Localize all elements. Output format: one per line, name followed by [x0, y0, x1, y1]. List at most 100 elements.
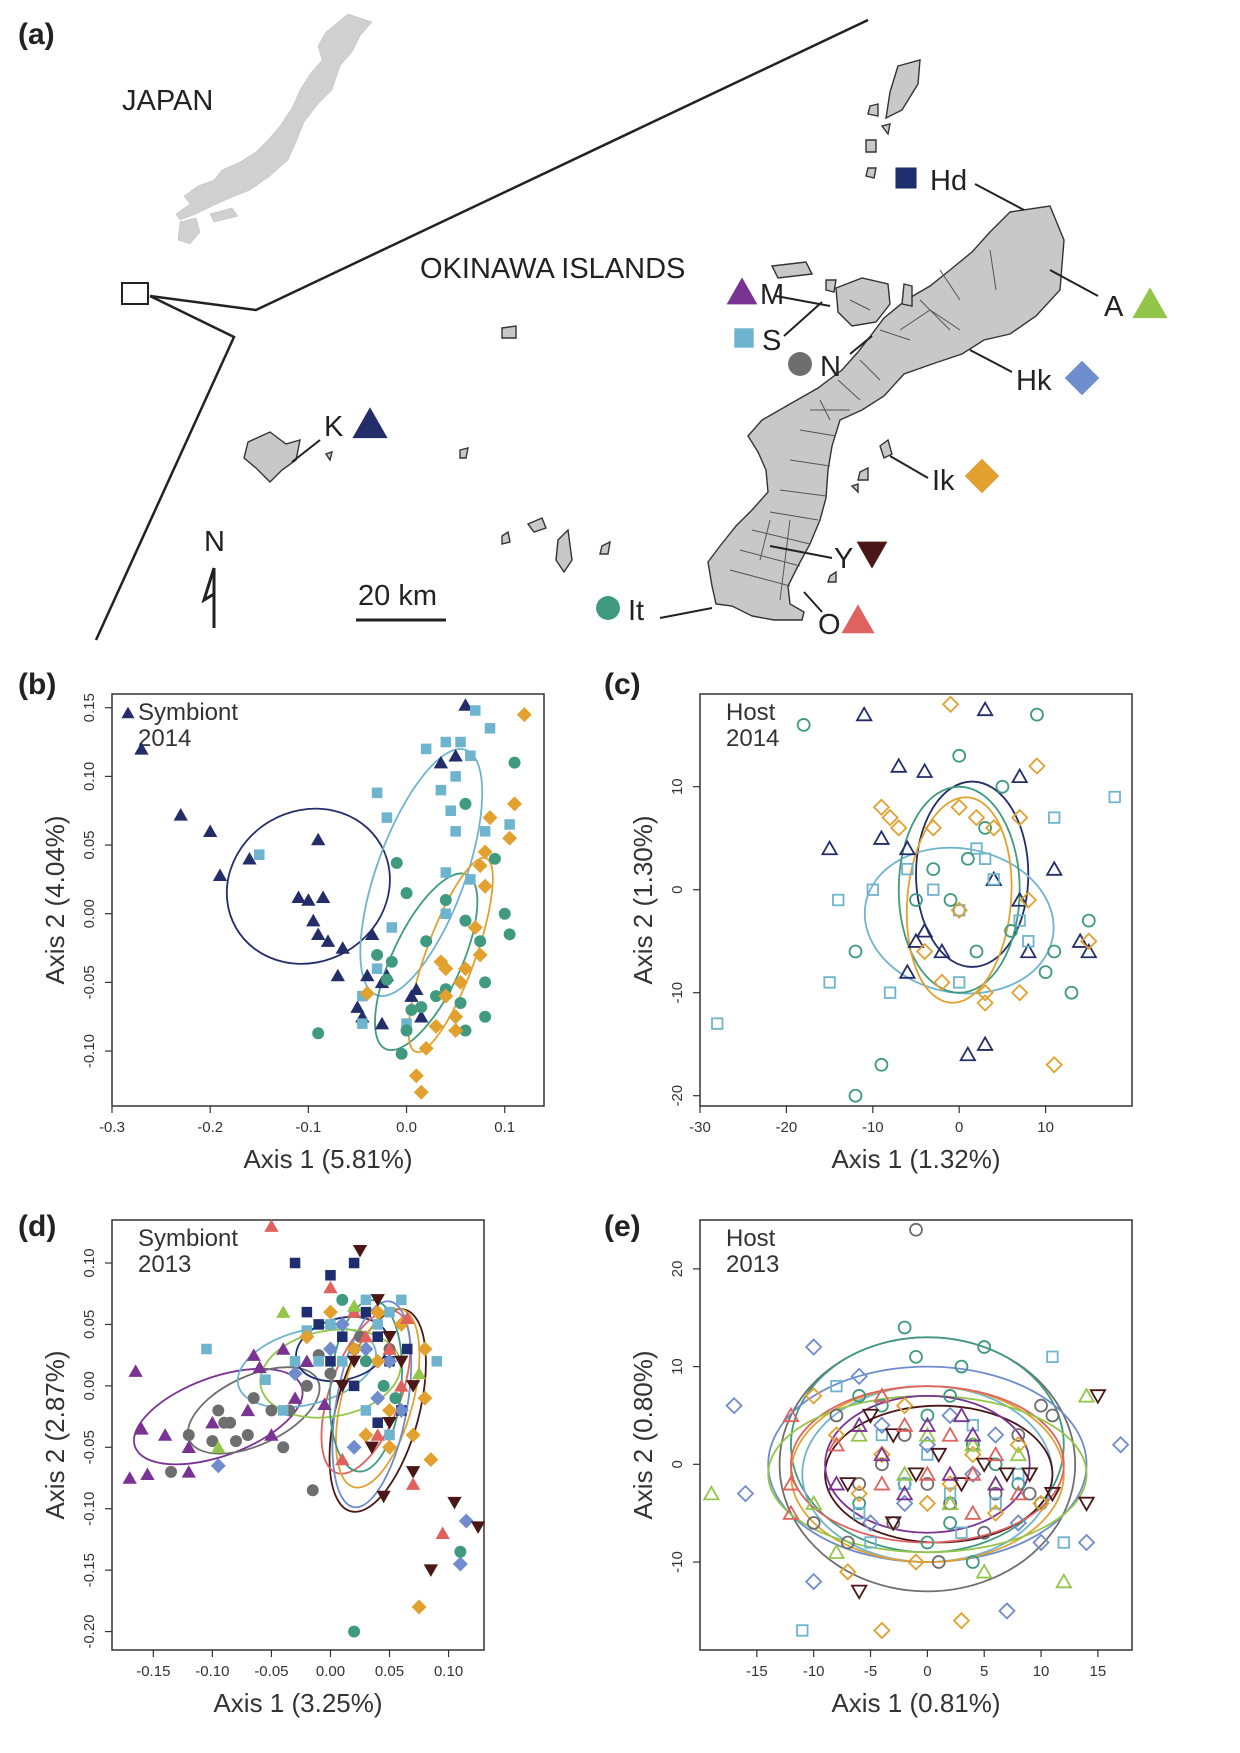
panel-d-plot-frame [111, 1219, 485, 1651]
panel-c-point-it [943, 893, 958, 907]
panel-c-point-ik [1028, 757, 1046, 775]
panel-e-plot-frame [699, 1219, 1133, 1651]
site-marker-hk [1064, 360, 1100, 396]
panel-letter-a: (a) [18, 18, 55, 51]
panel-d-point-ik [411, 1599, 427, 1615]
panel-b-point-it [454, 997, 467, 1009]
panel-d-point-s [325, 1319, 336, 1330]
panel-d-point-hd [360, 1306, 372, 1318]
panel-c-x-tick-label: -30 [689, 1119, 711, 1136]
panel-c-point-k [855, 705, 873, 722]
panel-c-x-tick-label: -10 [862, 1119, 884, 1136]
panel-e-y-tick-label: 0 [669, 1460, 686, 1468]
panel-e-point-it [920, 1408, 935, 1423]
panel-d-point-hk [452, 1556, 468, 1572]
panel-b-point-ik [433, 954, 449, 970]
north-arrow-label: N [204, 526, 225, 558]
panel-d-point-s [384, 1429, 395, 1441]
panel-e-point-n [829, 1408, 844, 1423]
panel-b-point-k [315, 890, 331, 903]
site-marker-ik [964, 458, 1000, 494]
panel-e-point-it [943, 1516, 957, 1530]
panel-e-point-a [895, 1465, 914, 1481]
panel-b-point-it [488, 852, 501, 865]
panel-b-x-axis-title: Axis 1 (5.81%) [243, 1144, 412, 1174]
panel-d-point-ik [382, 1402, 397, 1418]
panel-e-point-s [1057, 1536, 1070, 1549]
panel-d-point-s [372, 1319, 383, 1330]
panel-e-point-n [806, 1516, 821, 1530]
panel-b-point-it [400, 1024, 413, 1037]
panel-b-point-s [465, 874, 476, 885]
panel-b-x-tick-label: 0.0 [396, 1119, 417, 1136]
panel-letter-b: (b) [18, 668, 56, 701]
panel-e-point-n [988, 1486, 1003, 1501]
panel-c-point-s [953, 976, 966, 989]
panel-e-point-a [1055, 1572, 1073, 1589]
island-small-6 [501, 530, 511, 545]
panel-e-point-n [1045, 1408, 1060, 1423]
panel-d-point-a [211, 1440, 226, 1454]
panel-d-point-ik [370, 1353, 386, 1369]
inset-box [121, 282, 149, 305]
panel-d-chart: (d) -0.15 -0.10 -0.05 0.00 0.05 0.10 -0.20 -0.1… [18, 1210, 486, 1718]
panel-d-point-s [384, 1306, 395, 1318]
site-marker-k [352, 407, 388, 439]
panel-b-chart: (b) -0.3 -0.2 -0.1 0.0 0.1 -0.10 -0.05 0.00 0.05… [18, 668, 545, 1174]
panel-c-point-it [978, 821, 993, 835]
panel-d-x-tick-label: 0.10 [434, 1663, 463, 1680]
panel-b-point-it [380, 973, 393, 986]
panel-d-ellipse-s [236, 1326, 377, 1409]
panel-b-point-ik [457, 961, 473, 977]
panel-e-point-s [921, 1448, 934, 1461]
tokashiki [555, 528, 573, 574]
panel-d-point-o [264, 1219, 279, 1232]
panel-e-point-o [873, 1475, 891, 1491]
panel-e-point-it [920, 1535, 935, 1550]
panel-b-point-it [508, 756, 521, 769]
panel-c-point-it [969, 944, 984, 959]
panel-d-point-it [359, 1355, 372, 1368]
panel-d-point-ik [299, 1329, 315, 1345]
site-label-k: K [324, 411, 344, 443]
panel-e-point-a [827, 1543, 846, 1559]
panel-c-point-k [898, 963, 917, 979]
panel-c-point-k [1019, 942, 1038, 959]
panel-e-point-o [941, 1426, 959, 1442]
panel-c-y-tick-label: -20 [669, 1085, 686, 1107]
panel-e-point-hk [861, 1514, 880, 1532]
panel-d-point-hk [458, 1513, 474, 1529]
panel-e-point-hk [941, 1406, 959, 1425]
panel-c-plot-frame [699, 693, 1133, 1107]
panel-d-point-s [431, 1356, 443, 1367]
panel-e-point-y [1089, 1389, 1107, 1405]
panel-d-point-hk [393, 1402, 409, 1418]
panel-d-point-o [405, 1477, 421, 1490]
panel-d-point-s [360, 1405, 372, 1416]
panel-d-point-hd [301, 1306, 313, 1318]
panel-d-point-it [336, 1293, 349, 1306]
panel-b-point-k [330, 968, 345, 982]
panel-e-x-tick-label: -10 [803, 1663, 825, 1680]
panel-b-point-k [448, 749, 463, 762]
panel-b-point-s [440, 908, 452, 919]
panel-e-point-y [907, 1467, 925, 1483]
panel-d-point-y [335, 1380, 350, 1393]
panel-b-point-k [291, 890, 306, 903]
panel-d-point-y [376, 1490, 391, 1504]
panel-d-point-y [346, 1355, 362, 1369]
panel-c-y-axis-title: Axis 2 (1.30%) [628, 815, 658, 984]
panel-e-point-hk [895, 1494, 914, 1513]
panel-d-point-hd [401, 1343, 413, 1355]
panel-c-point-ik [872, 798, 891, 817]
panel-c-point-it [926, 862, 941, 876]
panel-c-point-s [970, 842, 983, 855]
panel-b-point-s [435, 784, 447, 796]
panel-c-point-k [1010, 891, 1029, 907]
panel-b-point-it [503, 928, 516, 941]
panel-d-point-hd [372, 1417, 383, 1428]
site-markers: Hd A Hk Ik Y O It N SM K [324, 165, 1168, 641]
panel-e-point-ik [941, 1475, 959, 1493]
panel-d-point-ik [346, 1341, 362, 1357]
panel-b-point-s [254, 849, 265, 860]
